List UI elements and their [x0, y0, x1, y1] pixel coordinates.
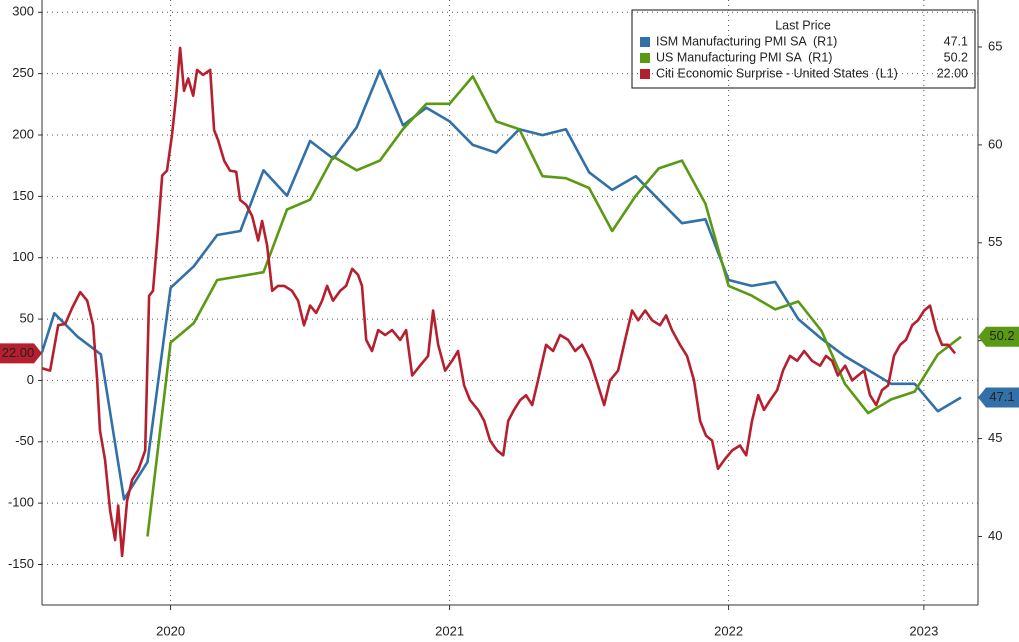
x-tick-label: 2023 [909, 623, 938, 638]
y-tick-label: 250 [12, 65, 34, 80]
x-tick-label: 2022 [714, 623, 743, 638]
legend-label: US Manufacturing PMI SA (R1) [656, 50, 832, 64]
legend-box [631, 9, 976, 89]
legend-label: Citi Economic Surprise - United States (… [656, 66, 898, 80]
y-tick-label: 0 [27, 372, 34, 387]
series-line [40, 69, 962, 501]
x-tick-label: 2021 [435, 623, 464, 638]
y2-tick-label: 55 [988, 234, 1002, 249]
series-line [146, 75, 962, 537]
y-tick-label: -150 [8, 556, 34, 571]
legend-value: 50.2 [944, 50, 968, 64]
legend-value: 47.1 [944, 34, 968, 48]
y-tick-label: 150 [12, 188, 34, 203]
last-price-tag-label: 47.1 [989, 389, 1014, 404]
y-tick-label: 100 [12, 249, 34, 264]
last-price-tag [978, 387, 1019, 408]
legend-label: ISM Manufacturing PMI SA (R1) [656, 34, 837, 48]
last-price-tag-label: 50.2 [989, 328, 1014, 343]
last-price-tag [0, 343, 42, 364]
legend-swatch [640, 37, 650, 47]
y2-tick-label: 45 [988, 430, 1002, 445]
legend-title: Last Price [775, 18, 831, 32]
legend-swatch [640, 53, 650, 63]
last-price-tag-label: 22.00 [2, 345, 35, 360]
y2-tick-label: 65 [988, 38, 1002, 53]
series-line [41, 46, 957, 558]
y2-tick-label: 60 [988, 136, 1002, 151]
y-tick-label: 50 [20, 311, 34, 326]
last-price-tag [978, 326, 1019, 347]
y-tick-label: -100 [8, 495, 34, 510]
legend-value: 22.00 [937, 66, 968, 80]
y-tick-label: 200 [12, 126, 34, 141]
y-tick-label: -50 [15, 433, 34, 448]
x-tick-label: 2020 [156, 623, 185, 638]
y2-tick-label: 40 [988, 528, 1002, 543]
y-tick-label: 300 [12, 4, 34, 19]
legend-swatch [640, 69, 650, 79]
